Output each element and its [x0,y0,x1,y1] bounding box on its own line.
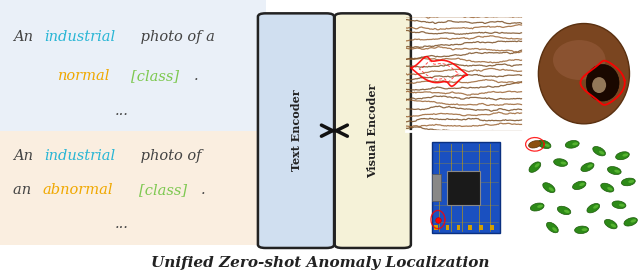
Text: photo of: photo of [136,149,202,163]
Text: abnormal: abnormal [42,183,113,197]
Text: .: . [201,183,206,197]
Text: normal: normal [58,69,110,83]
Text: Visual Encoder: Visual Encoder [367,83,378,178]
Text: photo of a: photo of a [136,29,215,44]
Text: Text Encoder: Text Encoder [291,90,301,172]
Text: An: An [13,29,37,44]
Text: an: an [13,183,36,197]
Text: Unified Zero-shot Anomaly Localization: Unified Zero-shot Anomaly Localization [151,256,489,270]
Text: ...: ... [115,217,129,231]
Bar [0,131,266,245]
Bar [0,0,266,131]
Text: ...: ... [115,104,129,118]
Text: industrial: industrial [45,29,116,44]
Text: [class]: [class] [139,183,188,197]
Text: industrial: industrial [45,149,116,163]
Text: [class]: [class] [131,69,179,83]
Text: .: . [193,69,198,83]
FancyBboxPatch shape [335,13,411,248]
Text: An: An [13,149,37,163]
FancyBboxPatch shape [258,13,334,248]
